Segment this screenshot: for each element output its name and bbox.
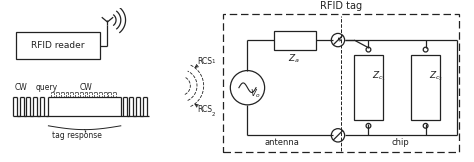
Text: $V_o$: $V_o$	[250, 87, 261, 100]
Text: 2: 2	[211, 112, 215, 117]
Text: RCS: RCS	[197, 105, 212, 114]
Text: RFID reader: RFID reader	[31, 41, 85, 50]
Bar	[16, 32, 100, 59]
Text: RCS: RCS	[197, 58, 212, 66]
Text: query: query	[36, 82, 58, 92]
Text: RFID tag: RFID tag	[320, 0, 362, 11]
Text: $Z_a$: $Z_a$	[288, 52, 300, 65]
Text: tag response: tag response	[52, 131, 102, 140]
Text: antenna: antenna	[264, 138, 299, 147]
Circle shape	[331, 129, 345, 142]
Circle shape	[331, 33, 345, 47]
Bar	[354, 55, 383, 120]
Circle shape	[423, 123, 428, 128]
Circle shape	[366, 123, 371, 128]
Bar	[411, 55, 440, 120]
Text: 1: 1	[211, 59, 215, 64]
Bar	[223, 14, 459, 152]
Text: $Z_{c_2}$: $Z_{c_2}$	[429, 69, 444, 83]
Text: $Z_{c_1}$: $Z_{c_1}$	[372, 69, 386, 83]
Text: CW: CW	[80, 82, 92, 92]
Text: CW: CW	[15, 82, 28, 92]
Text: chip: chip	[392, 138, 410, 147]
Bar	[274, 31, 316, 50]
Circle shape	[366, 47, 371, 52]
Circle shape	[423, 47, 428, 52]
